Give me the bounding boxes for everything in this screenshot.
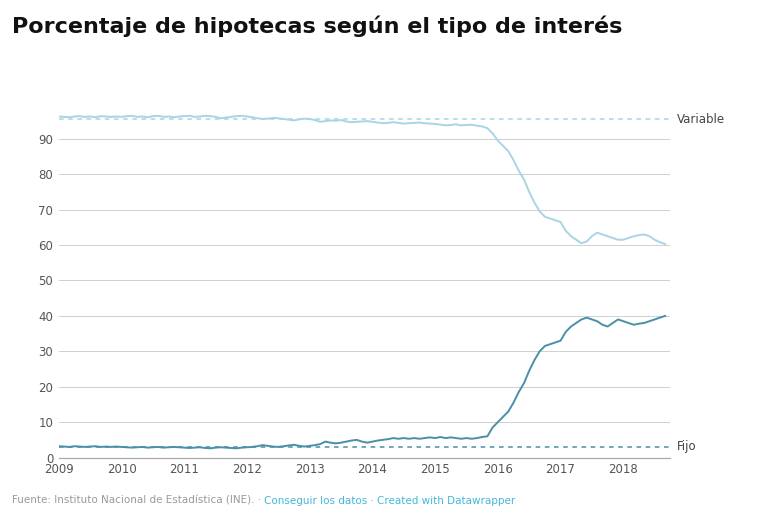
Text: Conseguir los datos: Conseguir los datos xyxy=(264,496,368,506)
Text: Variable: Variable xyxy=(677,113,725,126)
Text: ·: · xyxy=(368,496,377,506)
Text: Fijo: Fijo xyxy=(677,440,697,453)
Text: Porcentaje de hipotecas según el tipo de interés: Porcentaje de hipotecas según el tipo de… xyxy=(12,16,622,37)
Text: Created with Datawrapper: Created with Datawrapper xyxy=(377,496,516,506)
Text: Fuente: Instituto Nacional de Estadística (INE). ·: Fuente: Instituto Nacional de Estadístic… xyxy=(12,496,264,506)
